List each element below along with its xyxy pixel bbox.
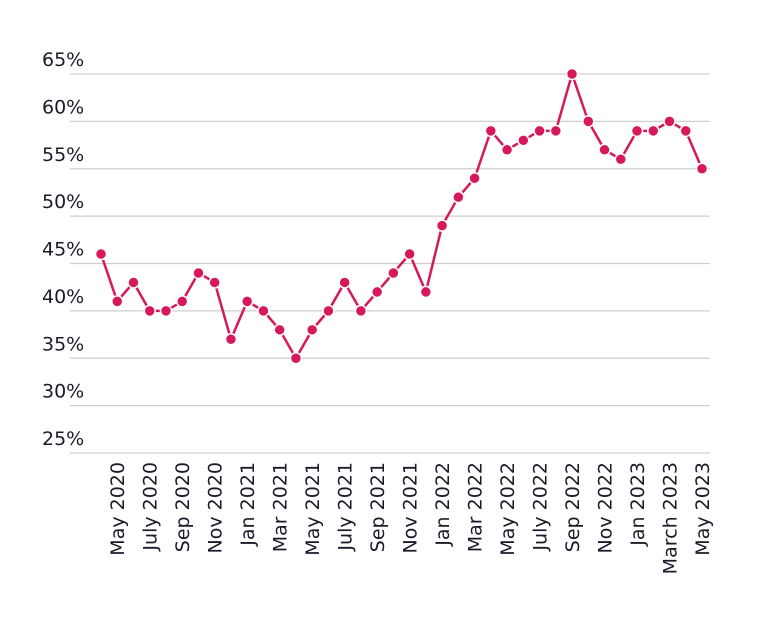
marker xyxy=(224,333,238,346)
marker xyxy=(338,276,351,289)
x-tick-label: May 2022 xyxy=(497,462,519,556)
x-tick-label: July 2022 xyxy=(530,462,552,552)
y-tick-label: 50% xyxy=(42,191,84,213)
x-tick-label: July 2020 xyxy=(140,462,162,552)
marker xyxy=(273,323,286,337)
x-tick-label: Jan 2023 xyxy=(627,462,649,547)
x-tick-label: May 2020 xyxy=(107,462,129,556)
marker xyxy=(240,295,254,308)
x-tick-label: May 2021 xyxy=(302,462,324,556)
marker xyxy=(94,247,108,261)
marker xyxy=(452,190,465,204)
y-tick-label: 55% xyxy=(42,144,84,166)
marker xyxy=(598,143,611,157)
marker xyxy=(533,124,546,138)
x-tick-label: Sep 2022 xyxy=(562,462,584,552)
marker xyxy=(192,266,205,280)
marker xyxy=(175,295,189,308)
y-tick-label: 35% xyxy=(42,333,84,355)
marker xyxy=(322,304,335,318)
marker xyxy=(208,276,221,289)
marker xyxy=(419,285,433,299)
x-tick-label: Nov 2022 xyxy=(595,462,617,553)
marker xyxy=(484,124,498,138)
y-tick-label: 65% xyxy=(42,49,84,71)
x-tick-label: Sep 2021 xyxy=(367,462,389,552)
x-tick-label: Jan 2021 xyxy=(237,462,259,547)
y-tick-label: 40% xyxy=(42,286,84,308)
marker xyxy=(517,134,530,147)
x-tick-label: Sep 2020 xyxy=(172,462,194,552)
marker xyxy=(500,143,514,157)
x-tick-label: Mar 2022 xyxy=(465,462,487,552)
marker xyxy=(257,304,270,318)
marker xyxy=(614,153,628,166)
x-tick-label: Mar 2021 xyxy=(270,462,292,552)
marker xyxy=(549,124,563,138)
y-tick-label: 30% xyxy=(42,381,84,403)
marker xyxy=(305,323,319,337)
marker xyxy=(403,247,416,261)
marker xyxy=(663,115,676,128)
marker xyxy=(582,115,595,128)
marker xyxy=(159,304,173,318)
y-tick-label: 60% xyxy=(42,96,84,118)
marker xyxy=(110,295,124,308)
y-tick-label: 45% xyxy=(42,239,84,261)
marker xyxy=(679,124,693,138)
marker xyxy=(468,171,481,185)
marker xyxy=(127,276,140,289)
marker xyxy=(647,124,660,138)
marker xyxy=(387,266,400,280)
marker xyxy=(143,304,156,318)
marker xyxy=(354,304,368,318)
marker xyxy=(630,124,644,138)
x-tick-label: Nov 2021 xyxy=(400,462,422,553)
marker xyxy=(370,285,384,299)
x-tick-label: July 2021 xyxy=(335,462,357,552)
x-tick-label: May 2023 xyxy=(692,462,714,556)
x-tick-label: Jan 2022 xyxy=(432,462,454,547)
marker xyxy=(695,162,709,175)
x-tick-label: Nov 2020 xyxy=(205,462,227,553)
marker xyxy=(435,219,449,232)
marker xyxy=(289,352,303,365)
x-tick-label: March 2023 xyxy=(660,462,682,574)
y-tick-label: 25% xyxy=(42,428,84,450)
marker xyxy=(565,67,579,81)
